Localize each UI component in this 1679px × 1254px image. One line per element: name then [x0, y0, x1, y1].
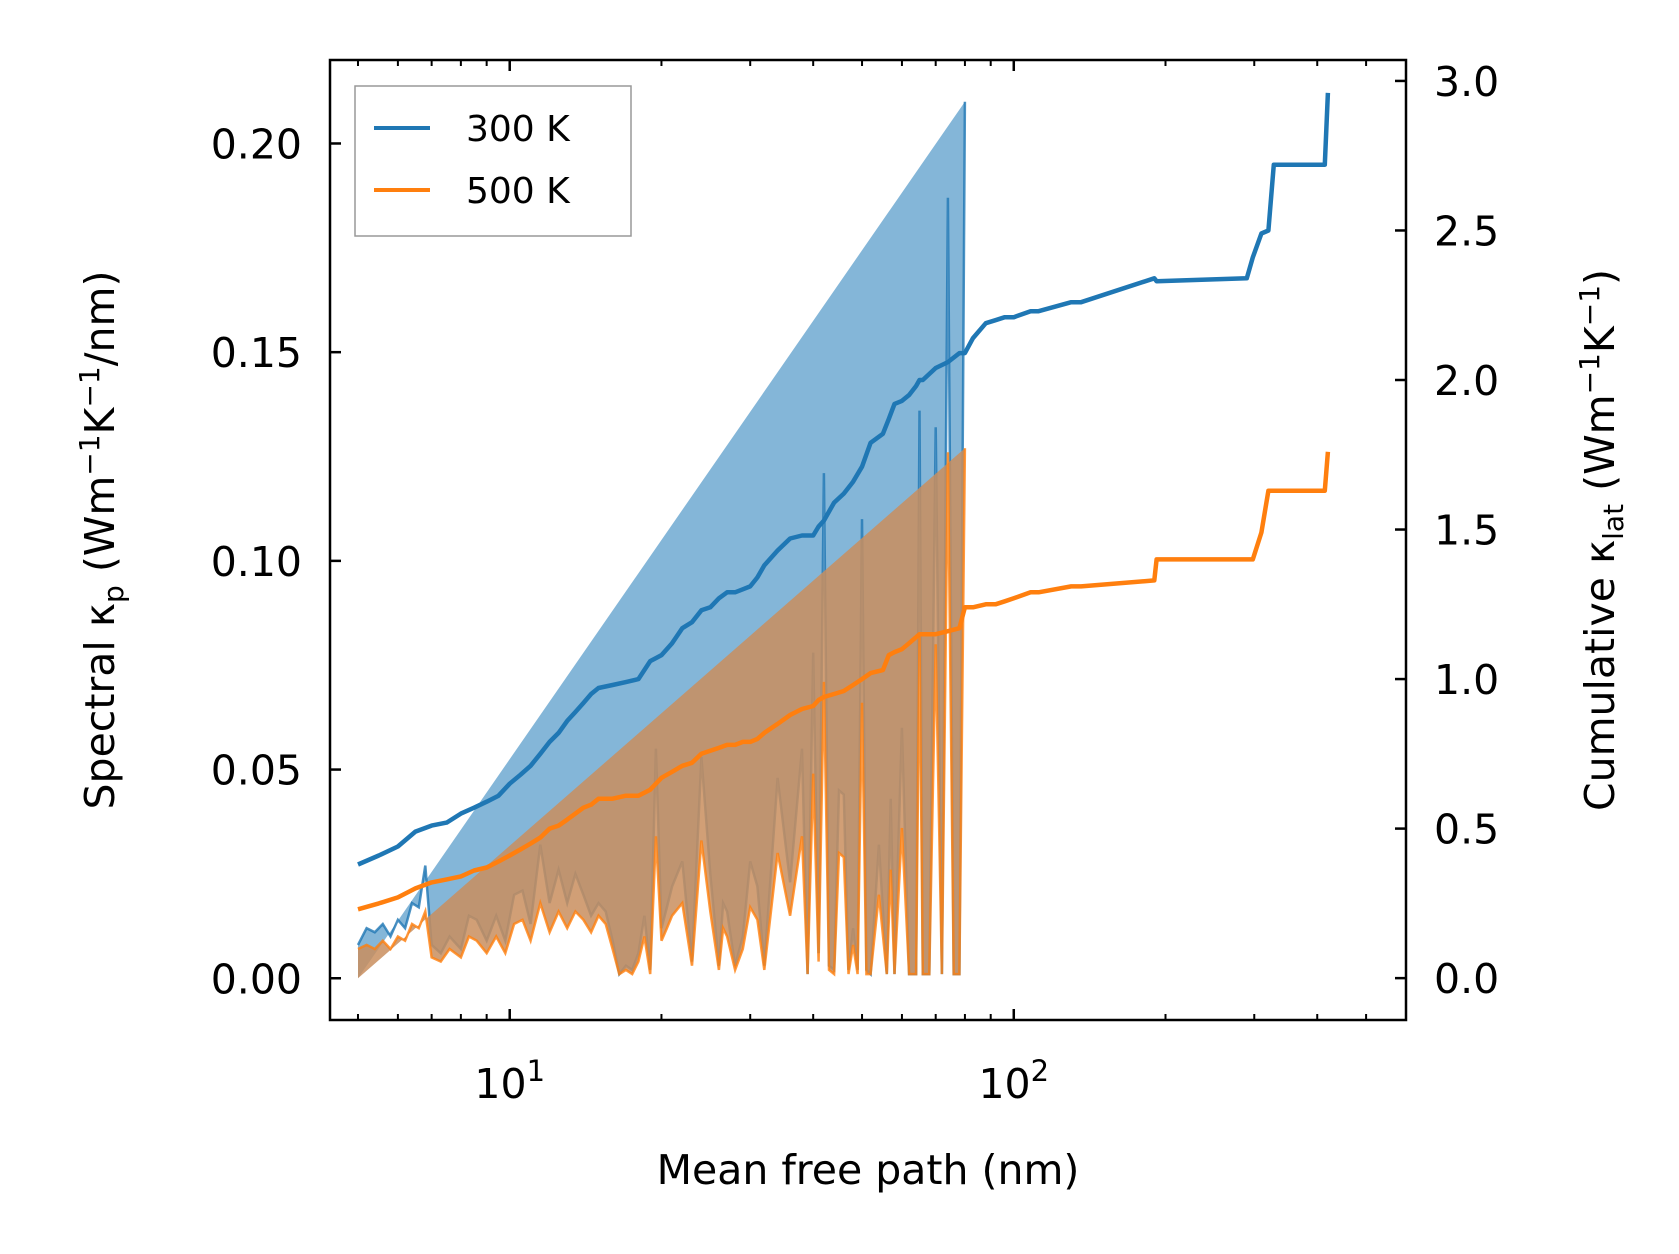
- y-left-sub: p: [97, 585, 130, 603]
- cumulative-line-300k: [357, 92, 1331, 867]
- y-axis-title-left: Spectral κp (Wm−1K−1/nm): [73, 271, 130, 810]
- y-right-end: ): [1576, 269, 1624, 285]
- y-left-tick-label: 0.20: [211, 120, 302, 168]
- spectral-line-500k: [357, 448, 967, 977]
- plot-frame: [328, 58, 1408, 1022]
- y-right-tick-label: 0.5: [1434, 806, 1499, 854]
- legend-label-500k: 500 K: [466, 171, 571, 212]
- y-right-units: −1: [1573, 353, 1606, 394]
- y-right-units2: −1: [1573, 285, 1606, 326]
- y-left-k: K: [76, 406, 124, 434]
- x-axis-title: Mean free path (nm): [657, 1146, 1080, 1194]
- y-left-units: −1: [73, 434, 106, 475]
- spectral-area-layer: [356, 101, 967, 979]
- spectral-area-300k: [358, 101, 965, 979]
- y-right-tick-label: 1.0: [1434, 656, 1499, 704]
- y-left-tick-label: 0.15: [211, 329, 302, 377]
- tick-layer: 0.00 0.05 0.10 0.15 0.20 0.0 0.5 1.0 1.5 2.0 2.5 3.…: [211, 58, 1500, 1108]
- y-right-tick-label: 3.0: [1434, 58, 1499, 106]
- cumulative-line-500k: [357, 451, 1331, 912]
- y-left-main: Spectral κ: [76, 603, 124, 809]
- y-left-tick-label: 0.00: [211, 955, 302, 1003]
- y-right-k: K: [1576, 325, 1624, 353]
- y-right-main: Cumulative κ: [1576, 540, 1624, 811]
- y-left-end: /nm): [76, 271, 124, 367]
- legend-box: [354, 85, 632, 237]
- y-left-tail: (Wm: [76, 476, 124, 586]
- y-right-tick-label: 2.0: [1434, 357, 1499, 405]
- series-line-layer: [357, 92, 1331, 912]
- y-left-units2: −1: [73, 366, 106, 407]
- x-tick-label: 102: [978, 1054, 1049, 1108]
- y-right-tick-label: 2.5: [1434, 207, 1499, 255]
- x-tick-label: 101: [474, 1054, 545, 1108]
- y-right-tick-label: 1.5: [1434, 507, 1499, 555]
- y-axis-title-right: Cumulative κlat (Wm−1K−1): [1573, 269, 1630, 811]
- legend: 300 K 500 K: [354, 85, 632, 237]
- y-right-tick-label: 0.0: [1434, 955, 1499, 1003]
- y-right-tail: (Wm: [1576, 394, 1624, 504]
- legend-label-300k: 300 K: [466, 109, 571, 150]
- y-left-tick-label: 0.05: [211, 747, 302, 795]
- spectral-area-500k: [358, 448, 965, 979]
- y-left-tick-label: 0.10: [211, 538, 302, 586]
- y-right-sub: lat: [1597, 504, 1630, 540]
